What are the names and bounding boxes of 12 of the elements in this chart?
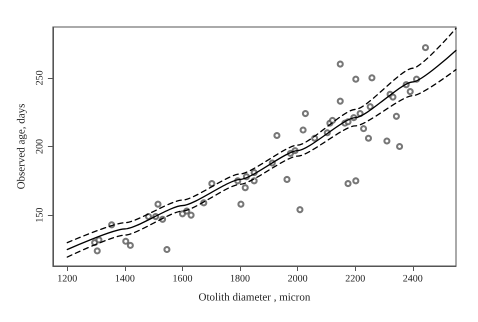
y-tick-label: 200 bbox=[34, 139, 46, 154]
y-tick-label: 150 bbox=[34, 208, 46, 223]
x-tick-label: 2000 bbox=[288, 274, 308, 284]
y-axis-title: Observed age, days bbox=[16, 104, 28, 190]
x-tick-label: 1200 bbox=[57, 274, 78, 284]
x-tick-label: 1600 bbox=[172, 274, 192, 284]
x-tick-label: 2200 bbox=[345, 274, 366, 284]
x-tick-label: 2400 bbox=[402, 274, 423, 284]
x-tick-label: 1400 bbox=[114, 274, 135, 284]
x-tick-label: 1800 bbox=[230, 274, 250, 284]
x-axis-title: Otolith diameter , micron bbox=[198, 292, 311, 304]
y-tick-label: 250 bbox=[34, 70, 46, 86]
